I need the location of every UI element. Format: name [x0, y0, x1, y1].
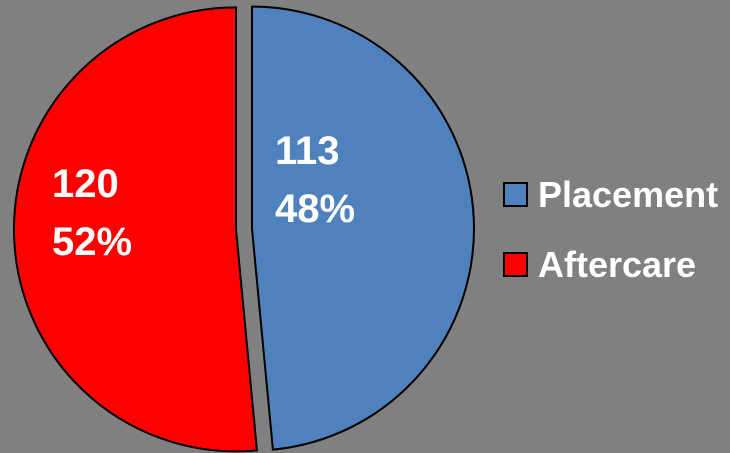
pie-slice-aftercare: [12, 6, 259, 453]
slice-label-placement-percent: 48%: [275, 187, 355, 231]
legend-label-aftercare: Aftercare: [538, 244, 696, 285]
pie-slice-placement: [250, 5, 475, 451]
slice-labels: 113 48% 120 52%: [52, 129, 355, 264]
slice-label-aftercare-value: 120: [52, 162, 119, 206]
slice-label-aftercare-percent: 52%: [52, 220, 132, 264]
legend: Placement Aftercare: [503, 174, 718, 285]
legend-swatch-aftercare: [503, 252, 528, 277]
slice-label-placement-value: 113: [275, 129, 340, 173]
pie-slices: [12, 5, 475, 453]
legend-label-placement: Placement: [538, 174, 718, 215]
legend-swatch-placement: [503, 182, 528, 207]
